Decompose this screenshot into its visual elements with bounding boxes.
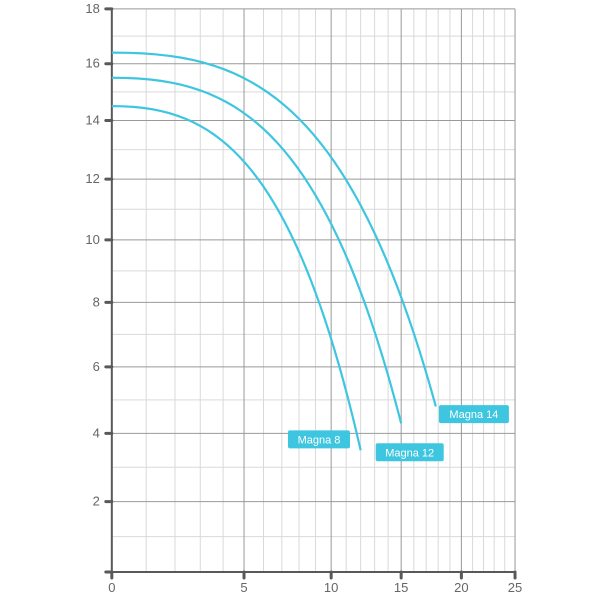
svg-text:0: 0 xyxy=(108,580,115,595)
svg-text:2: 2 xyxy=(93,494,100,509)
svg-text:12: 12 xyxy=(85,171,99,186)
svg-text:20: 20 xyxy=(454,580,468,595)
svg-text:15: 15 xyxy=(394,580,408,595)
svg-text:25: 25 xyxy=(508,580,522,595)
svg-text:8: 8 xyxy=(93,294,100,309)
svg-text:Magna 12: Magna 12 xyxy=(385,447,434,459)
svg-text:10: 10 xyxy=(85,232,99,247)
svg-text:16: 16 xyxy=(85,56,99,71)
svg-text:10: 10 xyxy=(324,580,338,595)
svg-text:14: 14 xyxy=(85,112,99,127)
svg-text:5: 5 xyxy=(240,580,247,595)
svg-text:4: 4 xyxy=(93,425,100,440)
svg-text:6: 6 xyxy=(93,359,100,374)
svg-text:Magna 14: Magna 14 xyxy=(449,409,498,421)
svg-text:Magna 8: Magna 8 xyxy=(298,434,341,446)
svg-text:18: 18 xyxy=(85,1,99,16)
